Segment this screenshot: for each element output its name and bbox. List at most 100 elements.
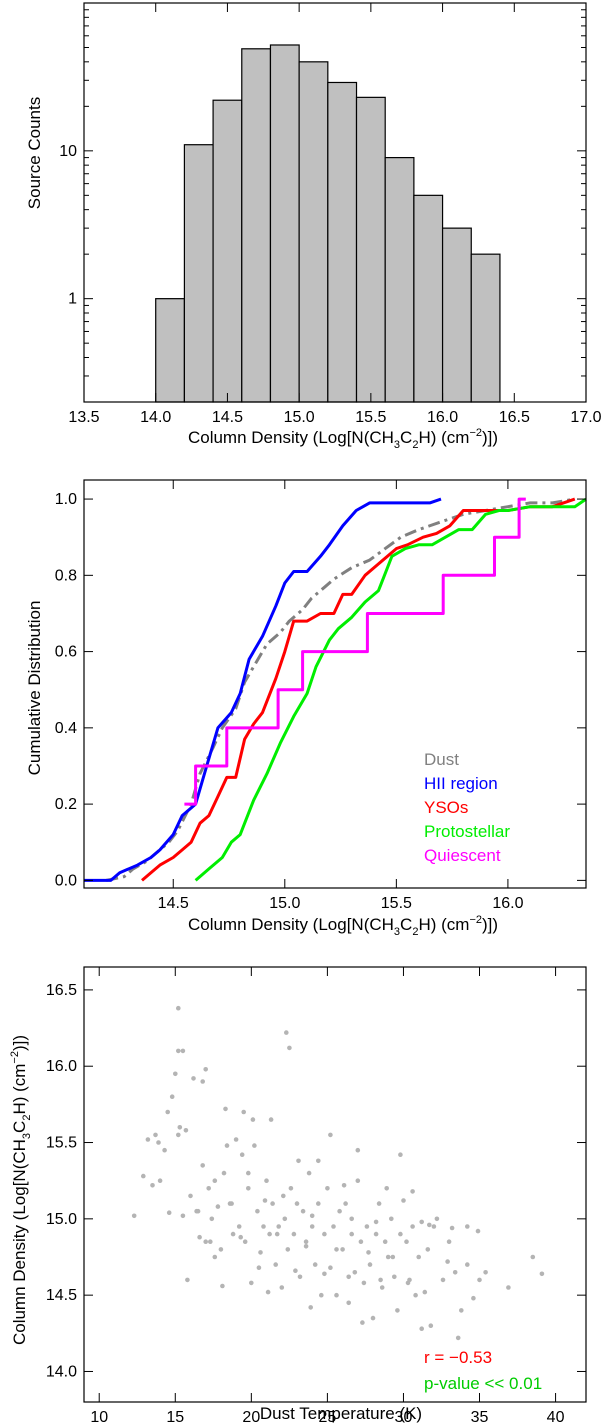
scatter-xtick-label: 35: [471, 1409, 489, 1426]
series-line-protostellar: [194, 497, 587, 882]
scatter-point: [141, 1173, 146, 1179]
scatter-ytick-label: 14.0: [46, 1363, 77, 1380]
scatter-point: [246, 1186, 251, 1191]
scatter-point: [308, 1305, 314, 1310]
scatter-point: [261, 1224, 266, 1229]
scatter-point: [276, 1224, 282, 1229]
scatter-point: [287, 1045, 292, 1051]
scatter-point: [293, 1268, 298, 1273]
scatter-point: [258, 1250, 263, 1255]
scatter-point: [373, 1219, 379, 1225]
scatter-point: [382, 1239, 388, 1244]
scatter-point: [223, 1106, 228, 1112]
scatter-point: [212, 1254, 218, 1260]
scatter-point: [358, 1239, 364, 1244]
scatter-point: [180, 1213, 186, 1219]
histogram-xtick-label: 14.0: [140, 409, 171, 426]
scatter-point: [267, 1231, 272, 1237]
scatter-point: [180, 1048, 186, 1054]
scatter-point: [459, 1308, 464, 1313]
scatter-point: [477, 1277, 482, 1283]
scatter-point: [355, 1178, 361, 1183]
scatter-xtick-label: 25: [318, 1409, 336, 1426]
scatter-point: [262, 1198, 268, 1203]
scatter-point: [425, 1247, 431, 1252]
scatter-point: [405, 1280, 411, 1286]
scatter-ytick-label: 14.5: [46, 1287, 77, 1304]
series-line-ysos: [141, 497, 576, 882]
scatter-point: [303, 1244, 309, 1249]
scatter-point: [281, 1193, 286, 1199]
scatter-point: [195, 1208, 201, 1214]
scatter-point: [390, 1254, 396, 1260]
scatter-point: [367, 1262, 373, 1267]
scatter-point: [241, 1109, 246, 1115]
histogram-xlabel: Column Density (Log[N(CH3C2H) (cm−2)]): [188, 427, 498, 451]
correlation-r-text: r = −0.53: [424, 1348, 492, 1367]
histogram-bar: [155, 298, 185, 403]
histogram-bar: [298, 61, 329, 403]
scatter-point: [284, 1030, 289, 1035]
scatter-xlabel: Dust Temperature (K): [260, 1404, 422, 1423]
scatter-point: [200, 1079, 205, 1084]
scatter-point: [303, 1239, 309, 1244]
histogram-panel: 13.5 14.0 14.5 15.0 15.5 16.0 16.5 17.0 1 10: [59, 2, 602, 426]
scatter-point: [230, 1231, 236, 1237]
scatter-point: [410, 1224, 415, 1229]
scatter-point: [370, 1315, 376, 1321]
scatter-point: [312, 1262, 318, 1267]
scatter-point: [238, 1234, 243, 1240]
scatter-point: [166, 1210, 172, 1215]
scatter-point: [183, 1128, 189, 1133]
scatter-point: [200, 1163, 205, 1168]
scatter-point: [366, 1250, 371, 1255]
scatter-point: [309, 1213, 315, 1219]
scatter-point: [398, 1231, 403, 1237]
scatter-point: [294, 1201, 300, 1206]
histogram-xtick-label: 15.0: [284, 409, 315, 426]
scatter-point: [475, 1228, 481, 1234]
scatter-point: [145, 1137, 151, 1142]
histogram-xtick-label: 16.0: [427, 409, 458, 426]
scatter-point: [274, 1231, 280, 1237]
cumulative-xtick-label: 14.5: [158, 895, 189, 912]
scatter-point: [176, 1132, 181, 1138]
legend-protostellar: Protostellar: [424, 822, 510, 841]
scatter-point: [156, 1140, 161, 1145]
scatter-point: [364, 1224, 370, 1229]
scatter-point: [309, 1224, 315, 1229]
scatter-point: [191, 1076, 196, 1081]
scatter-point: [384, 1186, 390, 1191]
histogram-ylabel: Source Counts: [25, 97, 44, 209]
scatter-point: [416, 1254, 422, 1260]
scatter-point: [229, 1201, 234, 1206]
scatter-point: [355, 1147, 361, 1153]
scatter-xtick-label: 30: [395, 1409, 413, 1426]
cumulative-panel: 14.5 15.0 15.5 16.0 0.0 0.2 0.4 0.6 0.8 1.0: [55, 479, 587, 912]
cumulative-ytick-label: 0.6: [55, 644, 77, 661]
legend-hii-region: HII region: [424, 774, 498, 793]
scatter-point: [255, 1208, 260, 1214]
histogram-bar: [269, 44, 300, 403]
scatter-point: [506, 1285, 511, 1290]
scatter-point: [206, 1186, 211, 1191]
histogram-xtick-label: 14.5: [212, 409, 243, 426]
histogram-bar: [355, 96, 386, 403]
cumulative-ytick-label: 0.0: [55, 872, 77, 889]
scatter-point: [483, 1270, 488, 1275]
scatter-point: [349, 1231, 355, 1237]
scatter-point: [197, 1234, 202, 1240]
scatter-point: [285, 1247, 291, 1252]
scatter-point: [297, 1274, 303, 1280]
scatter-point: [376, 1201, 382, 1206]
scatter-point: [322, 1271, 327, 1277]
scatter-point: [176, 1048, 181, 1054]
scatter-point: [373, 1231, 379, 1237]
scatter-ytick-label: 16.0: [46, 1058, 77, 1075]
scatter-point: [331, 1224, 336, 1229]
scatter-point: [419, 1326, 425, 1331]
scatter-point: [378, 1277, 383, 1283]
scatter-point: [246, 1170, 251, 1176]
scatter-point: [379, 1285, 385, 1290]
scatter-point: [449, 1225, 455, 1231]
